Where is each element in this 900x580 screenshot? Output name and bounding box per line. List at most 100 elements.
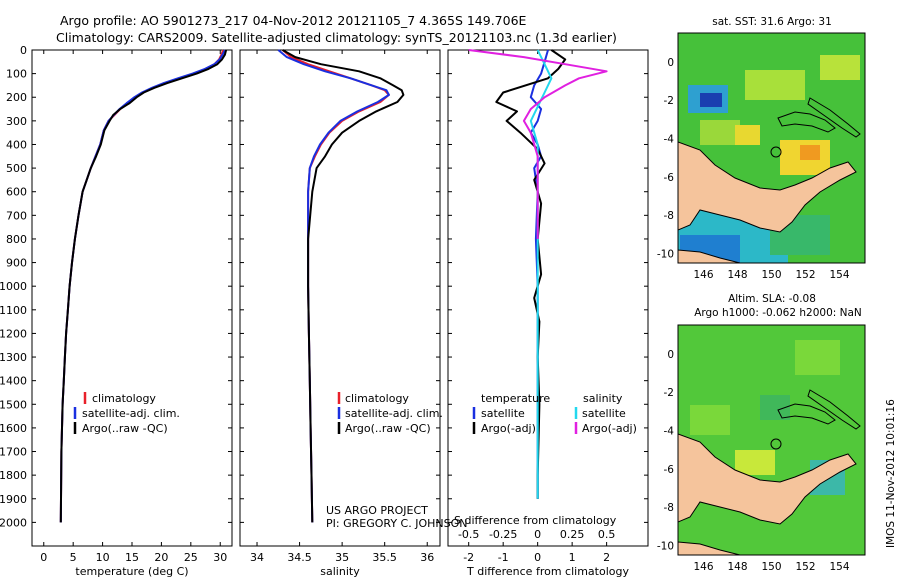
difference-legend: temperature salinity satellite Argo(-adj… xyxy=(472,392,637,435)
x-tick-label: 0 xyxy=(40,551,47,564)
map-y-tick-label: -2 xyxy=(664,387,674,399)
axes-layer: 0100200300400500600700800900100011001200… xyxy=(0,44,865,573)
legend-label-t-argo: Argo(-adj) xyxy=(481,422,536,435)
australia-landmass xyxy=(678,249,741,263)
map-y-tick-label: -6 xyxy=(664,464,675,476)
legend-label-t-satellite: satellite xyxy=(481,407,525,420)
x-tick-label: 35.5 xyxy=(372,551,397,564)
s-tick-label: 0.5 xyxy=(598,528,616,541)
x-tick-label: 20 xyxy=(154,551,168,564)
difference-xlabel: T difference from climatology xyxy=(466,565,629,578)
s-tick-label: -0.25 xyxy=(489,528,517,541)
y-tick-label: 700 xyxy=(6,209,27,222)
map-y-tick-label: 0 xyxy=(667,349,674,361)
y-tick-label: 1300 xyxy=(0,351,27,364)
map-x-tick-label: 150 xyxy=(761,561,781,573)
australia-landmass xyxy=(678,541,741,555)
s-tick-label: 0.25 xyxy=(560,528,585,541)
sla-map xyxy=(678,325,865,555)
figure-title-line2: Climatology: CARS2009. Satellite-adjuste… xyxy=(56,30,617,45)
s-tick-label: -0.5 xyxy=(458,528,479,541)
sst-warm-patch xyxy=(745,70,805,100)
salinity-panel-series-satellite-adj-clim xyxy=(277,49,390,523)
salinity-panel-frame xyxy=(239,49,441,547)
temperature-panel-series-climatology xyxy=(59,49,225,523)
y-tick-label: 1400 xyxy=(0,375,27,388)
x-tick-label: 36 xyxy=(420,551,434,564)
legend-title-salinity: salinity xyxy=(583,392,623,405)
sla-patch xyxy=(735,450,775,475)
salinity-panel-series-climatology xyxy=(281,49,390,523)
map-y-tick-label: -10 xyxy=(657,248,674,260)
map-y-tick-label: -4 xyxy=(664,133,675,145)
y-tick-label: 900 xyxy=(6,257,27,270)
new-britain-outline xyxy=(777,111,836,133)
png-landmass xyxy=(678,433,857,525)
y-tick-label: 1100 xyxy=(0,304,27,317)
salinity-xlabel: salinity xyxy=(320,565,360,578)
map-x-tick-label: 146 xyxy=(693,561,713,573)
map-y-tick-label: -8 xyxy=(664,210,674,222)
sst-cool-patch xyxy=(700,93,722,107)
map-x-tick-label: 154 xyxy=(829,269,849,281)
legend-label-s-satellite: satellite xyxy=(582,407,626,420)
sst-map xyxy=(678,33,865,263)
y-tick-label: 1500 xyxy=(0,398,27,411)
sst-warm-patch xyxy=(700,120,740,145)
y-tick-label: 1600 xyxy=(0,422,27,435)
map-y-tick-label: -6 xyxy=(664,172,675,184)
x-tick-label: 34 xyxy=(250,551,264,564)
y-tick-label: 0 xyxy=(20,44,27,57)
y-tick-label: 100 xyxy=(6,68,27,81)
legend-label-satellite: satellite-adj. clim. xyxy=(345,407,443,420)
figure-title-line1: Argo profile: AO 5901273_217 04-Nov-2012… xyxy=(60,13,527,28)
legend-label-climatology: climatology xyxy=(92,392,156,405)
y-tick-label: 1900 xyxy=(0,493,27,506)
y-tick-label: 400 xyxy=(6,138,27,151)
x-tick-label: 5 xyxy=(70,551,77,564)
sst-hot-patch xyxy=(800,145,820,160)
x-tick-label: 34.5 xyxy=(287,551,312,564)
map-y-tick-label: -4 xyxy=(664,425,675,437)
y-tick-label: 1200 xyxy=(0,327,27,340)
side-stamp: IMOS 11-Nov-2012 10:01:16 xyxy=(885,399,897,548)
x-tick-label: -2 xyxy=(463,551,474,564)
new-britain-outline xyxy=(777,403,836,425)
sst-map-frame xyxy=(677,32,866,264)
y-tick-label: 2000 xyxy=(0,516,27,529)
legend-label-s-argo: Argo(-adj) xyxy=(582,422,637,435)
difference-top-xlabel: S difference from climatology xyxy=(454,514,617,527)
y-tick-label: 800 xyxy=(6,233,27,246)
x-tick-label: -1 xyxy=(498,551,509,564)
x-tick-label: 35 xyxy=(335,551,349,564)
map-y-tick-label: 0 xyxy=(667,57,674,69)
new-ireland-outline xyxy=(807,389,861,430)
y-tick-label: 1000 xyxy=(0,280,27,293)
map-x-tick-label: 152 xyxy=(795,269,815,281)
map-x-tick-label: 146 xyxy=(693,269,713,281)
series-layer xyxy=(59,49,608,523)
map-x-tick-label: 148 xyxy=(727,269,747,281)
map-x-tick-label: 152 xyxy=(795,561,815,573)
argo-location-marker xyxy=(770,438,782,450)
x-tick-label: 10 xyxy=(96,551,110,564)
x-tick-label: 30 xyxy=(213,551,227,564)
temperature-legend: climatology satellite-adj. clim. Argo(..… xyxy=(73,392,180,435)
sla-patch xyxy=(795,340,840,375)
sla-map-subtitle: Argo h1000: -0.062 h2000: NaN xyxy=(694,307,862,319)
map-x-tick-label: 148 xyxy=(727,561,747,573)
x-tick-label: 25 xyxy=(184,551,198,564)
legend-label-climatology: climatology xyxy=(345,392,409,405)
y-tick-label: 1800 xyxy=(0,469,27,482)
argo-location-marker xyxy=(770,146,782,158)
sla-map-title: Altim. SLA: -0.08 xyxy=(728,293,816,305)
x-tick-label: 0 xyxy=(534,551,541,564)
x-tick-label: 2 xyxy=(603,551,610,564)
y-tick-label: 300 xyxy=(6,115,27,128)
salinity-legend: climatology satellite-adj. clim. Argo(..… xyxy=(337,392,443,435)
sst-warm-patch xyxy=(820,55,860,80)
y-tick-label: 500 xyxy=(6,162,27,175)
sst-hot-patch xyxy=(735,125,760,145)
x-tick-label: 1 xyxy=(569,551,576,564)
map-y-tick-label: -8 xyxy=(664,502,674,514)
